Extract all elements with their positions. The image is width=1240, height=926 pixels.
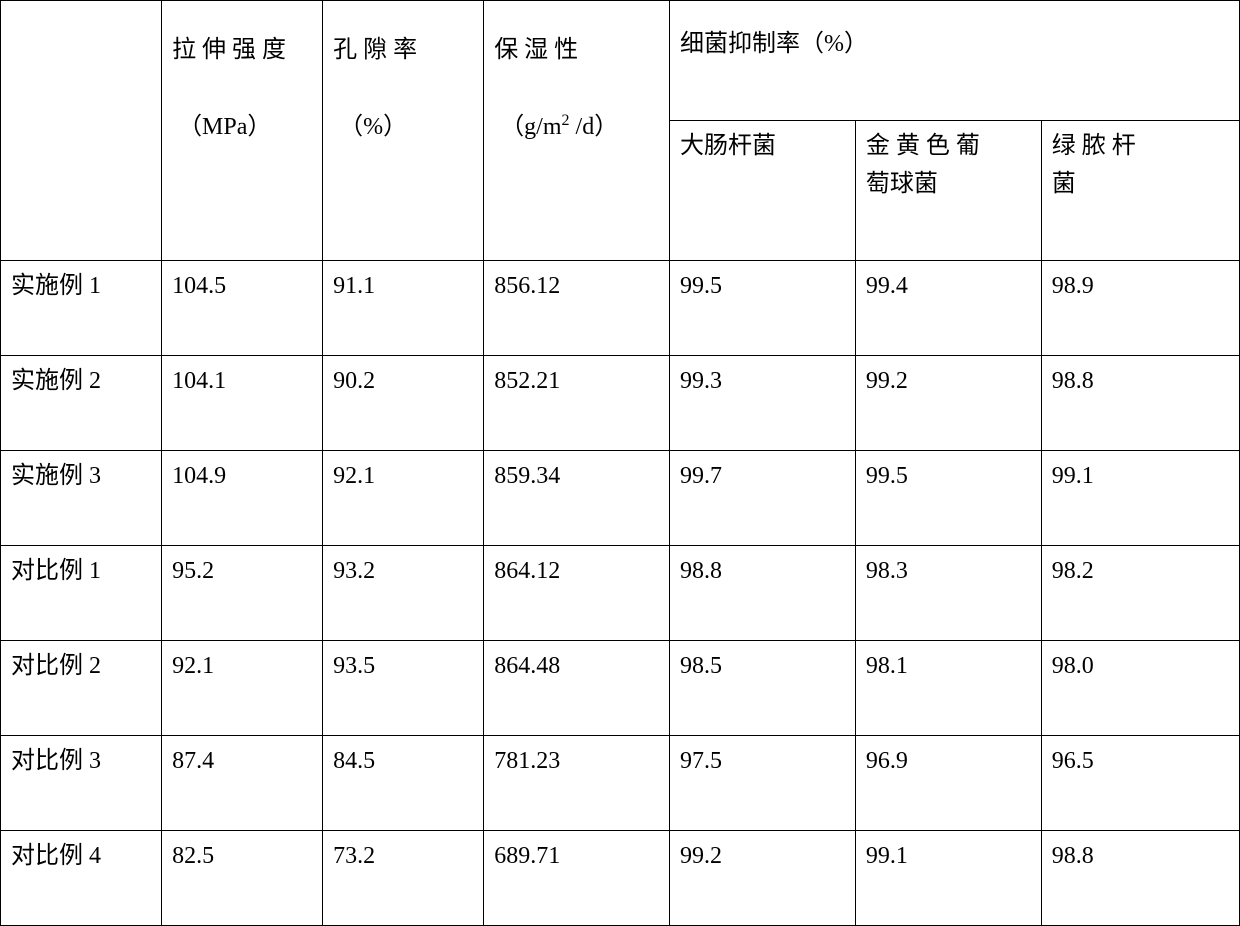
col-header-pseud-line1: 绿 脓 杆 — [1052, 133, 1136, 159]
moisture-unit-prefix: （g/m — [500, 114, 561, 140]
cell-ecoli: 99.5 — [670, 261, 856, 356]
cell-ecoli: 99.7 — [670, 451, 856, 546]
row-label: 对比例 4 — [1, 831, 162, 926]
cell-porosity: 93.5 — [323, 641, 484, 736]
cell-ecoli: 99.3 — [670, 356, 856, 451]
cell-porosity: 90.2 — [323, 356, 484, 451]
moisture-unit-suffix: /d） — [570, 114, 619, 140]
cell-moisture: 852.21 — [484, 356, 670, 451]
data-table: 拉 伸 强 度 （MPa） 孔 隙 率 （%） 保 湿 性 （g/m2 /d） … — [0, 0, 1240, 926]
cell-staph: 98.3 — [855, 546, 1041, 641]
cell-ecoli: 98.5 — [670, 641, 856, 736]
col-header-staph: 金 黄 色 葡 萄球菌 — [855, 121, 1041, 261]
cell-porosity: 73.2 — [323, 831, 484, 926]
data-table-container: 拉 伸 强 度 （MPa） 孔 隙 率 （%） 保 湿 性 （g/m2 /d） … — [0, 0, 1240, 926]
cell-tensile: 92.1 — [162, 641, 323, 736]
cell-staph: 98.1 — [855, 641, 1041, 736]
col-header-moisture-line2: （g/m2 /d） — [494, 114, 618, 140]
row-label: 实施例 3 — [1, 451, 162, 546]
col-header-pseud: 绿 脓 杆 菌 — [1041, 121, 1239, 261]
cell-moisture: 689.71 — [484, 831, 670, 926]
cell-moisture: 781.23 — [484, 736, 670, 831]
row-label: 对比例 3 — [1, 736, 162, 831]
row-label: 对比例 2 — [1, 641, 162, 736]
cell-moisture: 856.12 — [484, 261, 670, 356]
cell-tensile: 95.2 — [162, 546, 323, 641]
cell-ecoli: 97.5 — [670, 736, 856, 831]
cell-pseud: 98.8 — [1041, 356, 1239, 451]
cell-pseud: 99.1 — [1041, 451, 1239, 546]
table-row: 对比例 1 95.2 93.2 864.12 98.8 98.3 98.2 — [1, 546, 1240, 641]
col-header-bacteria-group-label: 细菌抑制率（%） — [680, 31, 868, 57]
cell-tensile: 104.1 — [162, 356, 323, 451]
cell-tensile: 82.5 — [162, 831, 323, 926]
table-row: 对比例 3 87.4 84.5 781.23 97.5 96.9 96.5 — [1, 736, 1240, 831]
col-header-moisture: 保 湿 性 （g/m2 /d） — [484, 1, 670, 261]
col-header-porosity-line2: （%） — [333, 114, 407, 140]
col-header-tensile-line1: 拉 伸 强 度 — [172, 37, 286, 63]
table-row: 实施例 2 104.1 90.2 852.21 99.3 99.2 98.8 — [1, 356, 1240, 451]
cell-moisture: 864.12 — [484, 546, 670, 641]
row-label: 实施例 2 — [1, 356, 162, 451]
col-header-moisture-line1: 保 湿 性 — [494, 37, 578, 63]
cell-moisture: 864.48 — [484, 641, 670, 736]
col-header-ecoli-label: 大肠杆菌 — [680, 133, 776, 159]
row-label: 对比例 1 — [1, 546, 162, 641]
cell-tensile: 104.5 — [162, 261, 323, 356]
cell-pseud: 98.9 — [1041, 261, 1239, 356]
cell-staph: 99.1 — [855, 831, 1041, 926]
table-row: 实施例 3 104.9 92.1 859.34 99.7 99.5 99.1 — [1, 451, 1240, 546]
cell-pseud: 96.5 — [1041, 736, 1239, 831]
cell-pseud: 98.8 — [1041, 831, 1239, 926]
cell-ecoli: 98.8 — [670, 546, 856, 641]
table-row: 对比例 4 82.5 73.2 689.71 99.2 99.1 98.8 — [1, 831, 1240, 926]
cell-staph: 99.5 — [855, 451, 1041, 546]
col-header-pseud-line2: 菌 — [1052, 171, 1076, 197]
col-header-staph-line2: 萄球菌 — [866, 171, 938, 197]
cell-pseud: 98.2 — [1041, 546, 1239, 641]
col-header-tensile-line2: （MPa） — [172, 114, 271, 140]
cell-tensile: 104.9 — [162, 451, 323, 546]
col-header-bacteria-group: 细菌抑制率（%） — [670, 1, 1240, 121]
corner-blank — [1, 1, 162, 261]
cell-moisture: 859.34 — [484, 451, 670, 546]
cell-porosity: 92.1 — [323, 451, 484, 546]
cell-porosity: 93.2 — [323, 546, 484, 641]
col-header-tensile: 拉 伸 强 度 （MPa） — [162, 1, 323, 261]
cell-staph: 99.2 — [855, 356, 1041, 451]
col-header-porosity-line1: 孔 隙 率 — [333, 37, 417, 63]
col-header-porosity: 孔 隙 率 （%） — [323, 1, 484, 261]
cell-tensile: 87.4 — [162, 736, 323, 831]
col-header-staph-line1: 金 黄 色 葡 — [866, 133, 980, 159]
cell-staph: 99.4 — [855, 261, 1041, 356]
moisture-unit-sup: 2 — [562, 112, 570, 129]
col-header-ecoli: 大肠杆菌 — [670, 121, 856, 261]
table-row: 实施例 1 104.5 91.1 856.12 99.5 99.4 98.9 — [1, 261, 1240, 356]
cell-ecoli: 99.2 — [670, 831, 856, 926]
row-label: 实施例 1 — [1, 261, 162, 356]
table-row: 对比例 2 92.1 93.5 864.48 98.5 98.1 98.0 — [1, 641, 1240, 736]
cell-staph: 96.9 — [855, 736, 1041, 831]
cell-pseud: 98.0 — [1041, 641, 1239, 736]
cell-porosity: 91.1 — [323, 261, 484, 356]
cell-porosity: 84.5 — [323, 736, 484, 831]
